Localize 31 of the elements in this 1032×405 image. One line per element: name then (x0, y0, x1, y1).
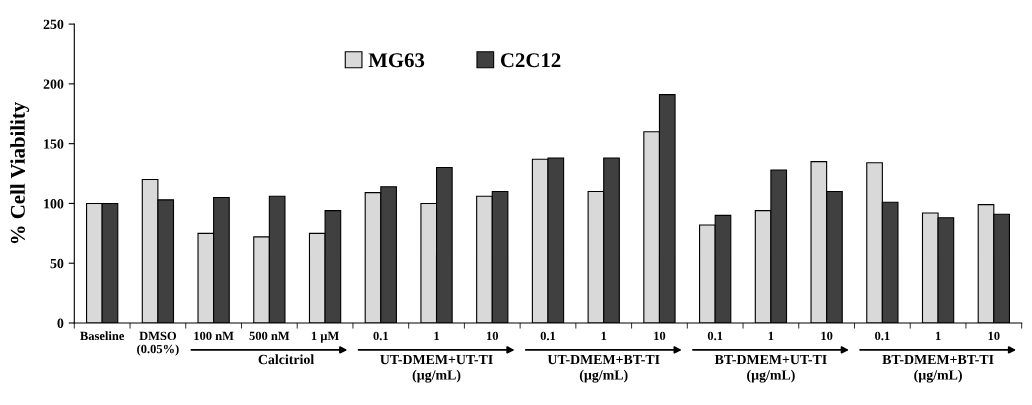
text: BT-DMEM+BT-TI (µg/mL) (882, 354, 994, 383)
x-tick-label: 0.1 (540, 331, 556, 341)
x-tick-label: DMSO (0.05%) (137, 331, 179, 356)
x-tick-label: 10 (654, 331, 666, 341)
x-tick-label: 500 nM (249, 331, 290, 341)
text: UT-DMEM+UT-TI (µg/mL) (380, 354, 493, 383)
x-tick-label: Baseline (80, 331, 125, 341)
x-tick-label: 10 (821, 331, 833, 341)
text: BT-DMEM+UT-TI (µg/mL) (714, 354, 827, 383)
x-tick-label: 1 µM (311, 331, 339, 343)
x-tick-label: 10 (487, 331, 499, 341)
x-tick-label: 1 (601, 331, 607, 340)
x-tick-label: 100 nM (194, 331, 234, 341)
x-tick-label: 1 (434, 331, 440, 340)
x-tick-label: 10 (988, 331, 1000, 341)
text: Calcitriol (258, 354, 314, 365)
x-tick-label: 0.1 (707, 331, 723, 341)
y-tick-label: 100 (44, 199, 64, 209)
y-tick-label: 250 (43, 19, 64, 30)
text: UT-DMEM+BT-TI (µg/mL) (547, 354, 660, 383)
y-tick-label: 0 (57, 318, 64, 328)
x-tick-label: 1 (768, 331, 774, 340)
legend-label: C2C12 (500, 53, 561, 68)
y-tick-label: 200 (43, 79, 64, 89)
y-tick-label: 50 (50, 258, 64, 269)
y-axis-title: % Cell Viability (10, 101, 30, 244)
y-tick-label: 150 (44, 139, 64, 149)
x-tick-label: 0.1 (875, 331, 890, 341)
x-tick-label: 0.1 (373, 331, 388, 341)
x-tick-label: 1 (935, 331, 941, 340)
legend-label: MG63 (368, 53, 425, 68)
